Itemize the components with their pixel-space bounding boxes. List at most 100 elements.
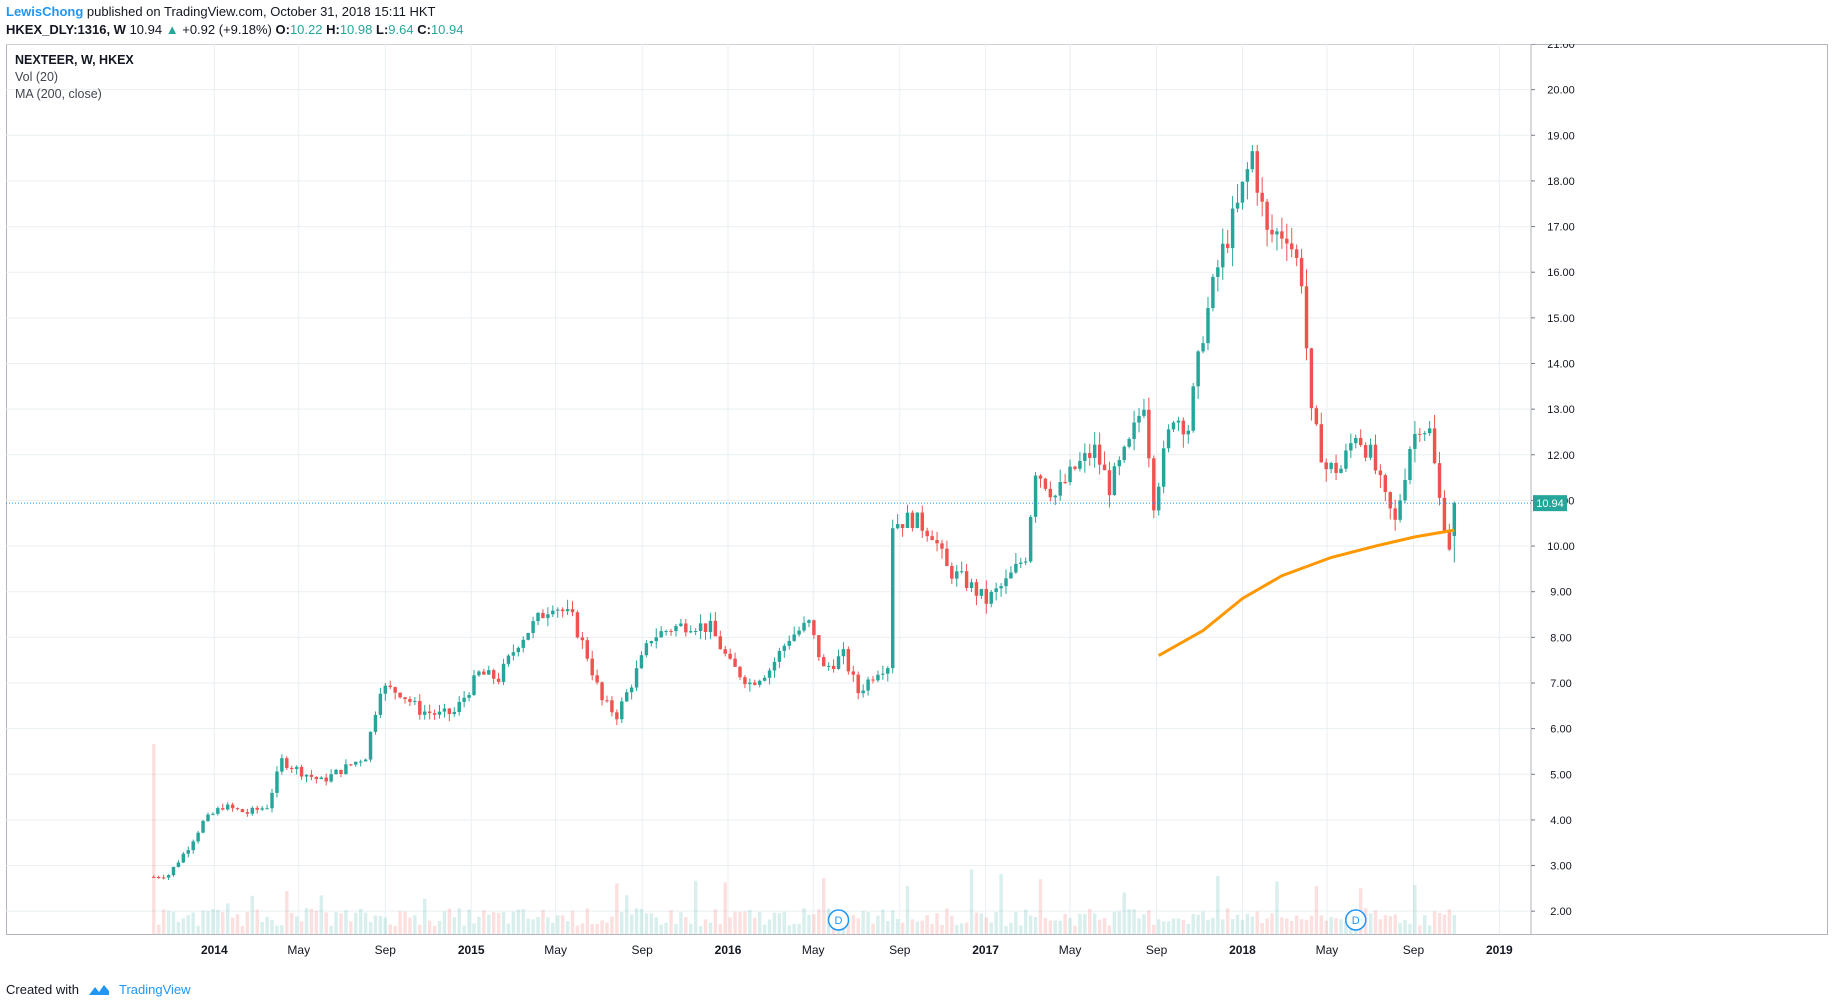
volume-bar bbox=[910, 919, 915, 934]
y-tick-label: 19.00 bbox=[1547, 130, 1575, 142]
volume-bar bbox=[506, 923, 511, 934]
volume-bar bbox=[521, 909, 525, 934]
candle-body bbox=[482, 671, 486, 675]
volume-bar bbox=[890, 910, 895, 934]
candle-body bbox=[1088, 453, 1092, 458]
candle-body bbox=[275, 771, 279, 793]
volume-bar bbox=[762, 924, 767, 934]
volume-bar bbox=[624, 895, 629, 934]
candle-body bbox=[856, 674, 860, 694]
volume-bar bbox=[354, 912, 358, 934]
candle-body bbox=[1019, 562, 1023, 564]
y-tick-label: 10.00 bbox=[1547, 541, 1575, 553]
volume-bar bbox=[1245, 913, 1250, 934]
y-tick-label: 13.00 bbox=[1547, 404, 1575, 416]
candle-body bbox=[989, 592, 993, 604]
candle-body bbox=[565, 609, 570, 612]
candle-body bbox=[1038, 475, 1043, 479]
candle-body bbox=[861, 690, 865, 694]
candle-body bbox=[240, 809, 245, 813]
candle-body bbox=[772, 661, 777, 671]
volume-bar bbox=[275, 925, 279, 934]
volume-bar bbox=[1137, 918, 1141, 934]
open-label: O: bbox=[275, 22, 290, 37]
volume-bar bbox=[225, 903, 230, 934]
candle-body bbox=[285, 758, 289, 768]
volume-bar bbox=[1068, 918, 1072, 934]
candle-body bbox=[427, 711, 432, 714]
volume-bar bbox=[787, 925, 791, 934]
volume-bar bbox=[156, 924, 161, 934]
y-tick-label: 20.00 bbox=[1547, 85, 1575, 97]
candle-body bbox=[1408, 448, 1412, 480]
volume-bar bbox=[1427, 925, 1432, 934]
candle-body bbox=[822, 657, 826, 667]
price-chart[interactable]: 2.003.004.005.006.007.008.009.0010.0011.… bbox=[6, 39, 1828, 978]
candle-body bbox=[1176, 420, 1181, 423]
volume-bar bbox=[861, 911, 865, 934]
candle-body bbox=[910, 512, 915, 528]
volume-bar bbox=[1275, 881, 1279, 934]
volume-bar bbox=[378, 916, 383, 934]
volume-bar bbox=[620, 912, 624, 934]
volume-bar bbox=[319, 895, 323, 934]
y-tick-label: 14.00 bbox=[1547, 358, 1575, 370]
candle-body bbox=[659, 631, 663, 638]
candle-body bbox=[1092, 444, 1097, 458]
candle-body bbox=[437, 711, 442, 715]
volume-bar bbox=[427, 920, 432, 934]
candle-body bbox=[1285, 238, 1289, 244]
candle-body bbox=[531, 621, 535, 634]
created-with-label: Created with bbox=[6, 982, 79, 997]
volume-bar bbox=[314, 910, 319, 934]
volume-bar bbox=[846, 920, 851, 934]
candle-body bbox=[979, 588, 984, 596]
candle-body bbox=[871, 679, 875, 681]
candle-body bbox=[442, 708, 447, 712]
legend-ma[interactable]: MA (200, close) bbox=[15, 87, 102, 101]
candle-body bbox=[1452, 503, 1457, 537]
candle-body bbox=[575, 612, 580, 638]
volume-bar bbox=[472, 923, 476, 934]
candle-body bbox=[674, 626, 678, 632]
tradingview-link[interactable]: TradingView bbox=[118, 982, 191, 997]
candle-body bbox=[610, 700, 614, 713]
volume-bar bbox=[1230, 919, 1235, 934]
volume-bar bbox=[1398, 923, 1402, 934]
tradingview-cloud-icon[interactable] bbox=[87, 983, 111, 997]
candle-body bbox=[1290, 243, 1294, 250]
y-tick-label: 2.00 bbox=[1550, 906, 1571, 918]
volume-bar bbox=[161, 909, 166, 934]
volume-bar bbox=[1196, 914, 1200, 934]
candle-body bbox=[176, 862, 181, 867]
candle-body bbox=[344, 764, 348, 775]
dividend-marker bbox=[827, 909, 850, 931]
volume-bar bbox=[245, 912, 250, 934]
volume-bar bbox=[339, 913, 343, 934]
volume-bar bbox=[654, 917, 658, 934]
volume-bar bbox=[152, 744, 156, 934]
volume-bar bbox=[1058, 920, 1062, 934]
candle-body bbox=[501, 663, 506, 682]
candle-body bbox=[590, 658, 594, 676]
legend-volume[interactable]: Vol (20) bbox=[15, 70, 59, 84]
volume-bar bbox=[1122, 892, 1126, 934]
volume-bar bbox=[1334, 918, 1338, 934]
volume-bar bbox=[1373, 910, 1378, 934]
publish-info: LewisChong published on TradingView.com,… bbox=[6, 4, 435, 19]
candle-body bbox=[1181, 420, 1186, 435]
candle-body bbox=[1004, 578, 1008, 587]
candle-body bbox=[487, 670, 491, 675]
candle-body bbox=[152, 876, 156, 878]
chart-container[interactable]: 2.003.004.005.006.007.008.009.0010.0011.… bbox=[6, 39, 1828, 983]
candle-body bbox=[841, 649, 846, 657]
volume-bar bbox=[895, 919, 900, 934]
candle-body bbox=[600, 682, 604, 701]
author-link[interactable]: LewisChong bbox=[6, 4, 84, 19]
candle-body bbox=[767, 670, 772, 678]
volume-bar bbox=[1161, 921, 1166, 934]
volume-bar bbox=[1004, 925, 1008, 934]
volume-bar bbox=[1221, 919, 1225, 934]
candle-body bbox=[634, 668, 639, 688]
candle-body bbox=[1354, 438, 1358, 444]
